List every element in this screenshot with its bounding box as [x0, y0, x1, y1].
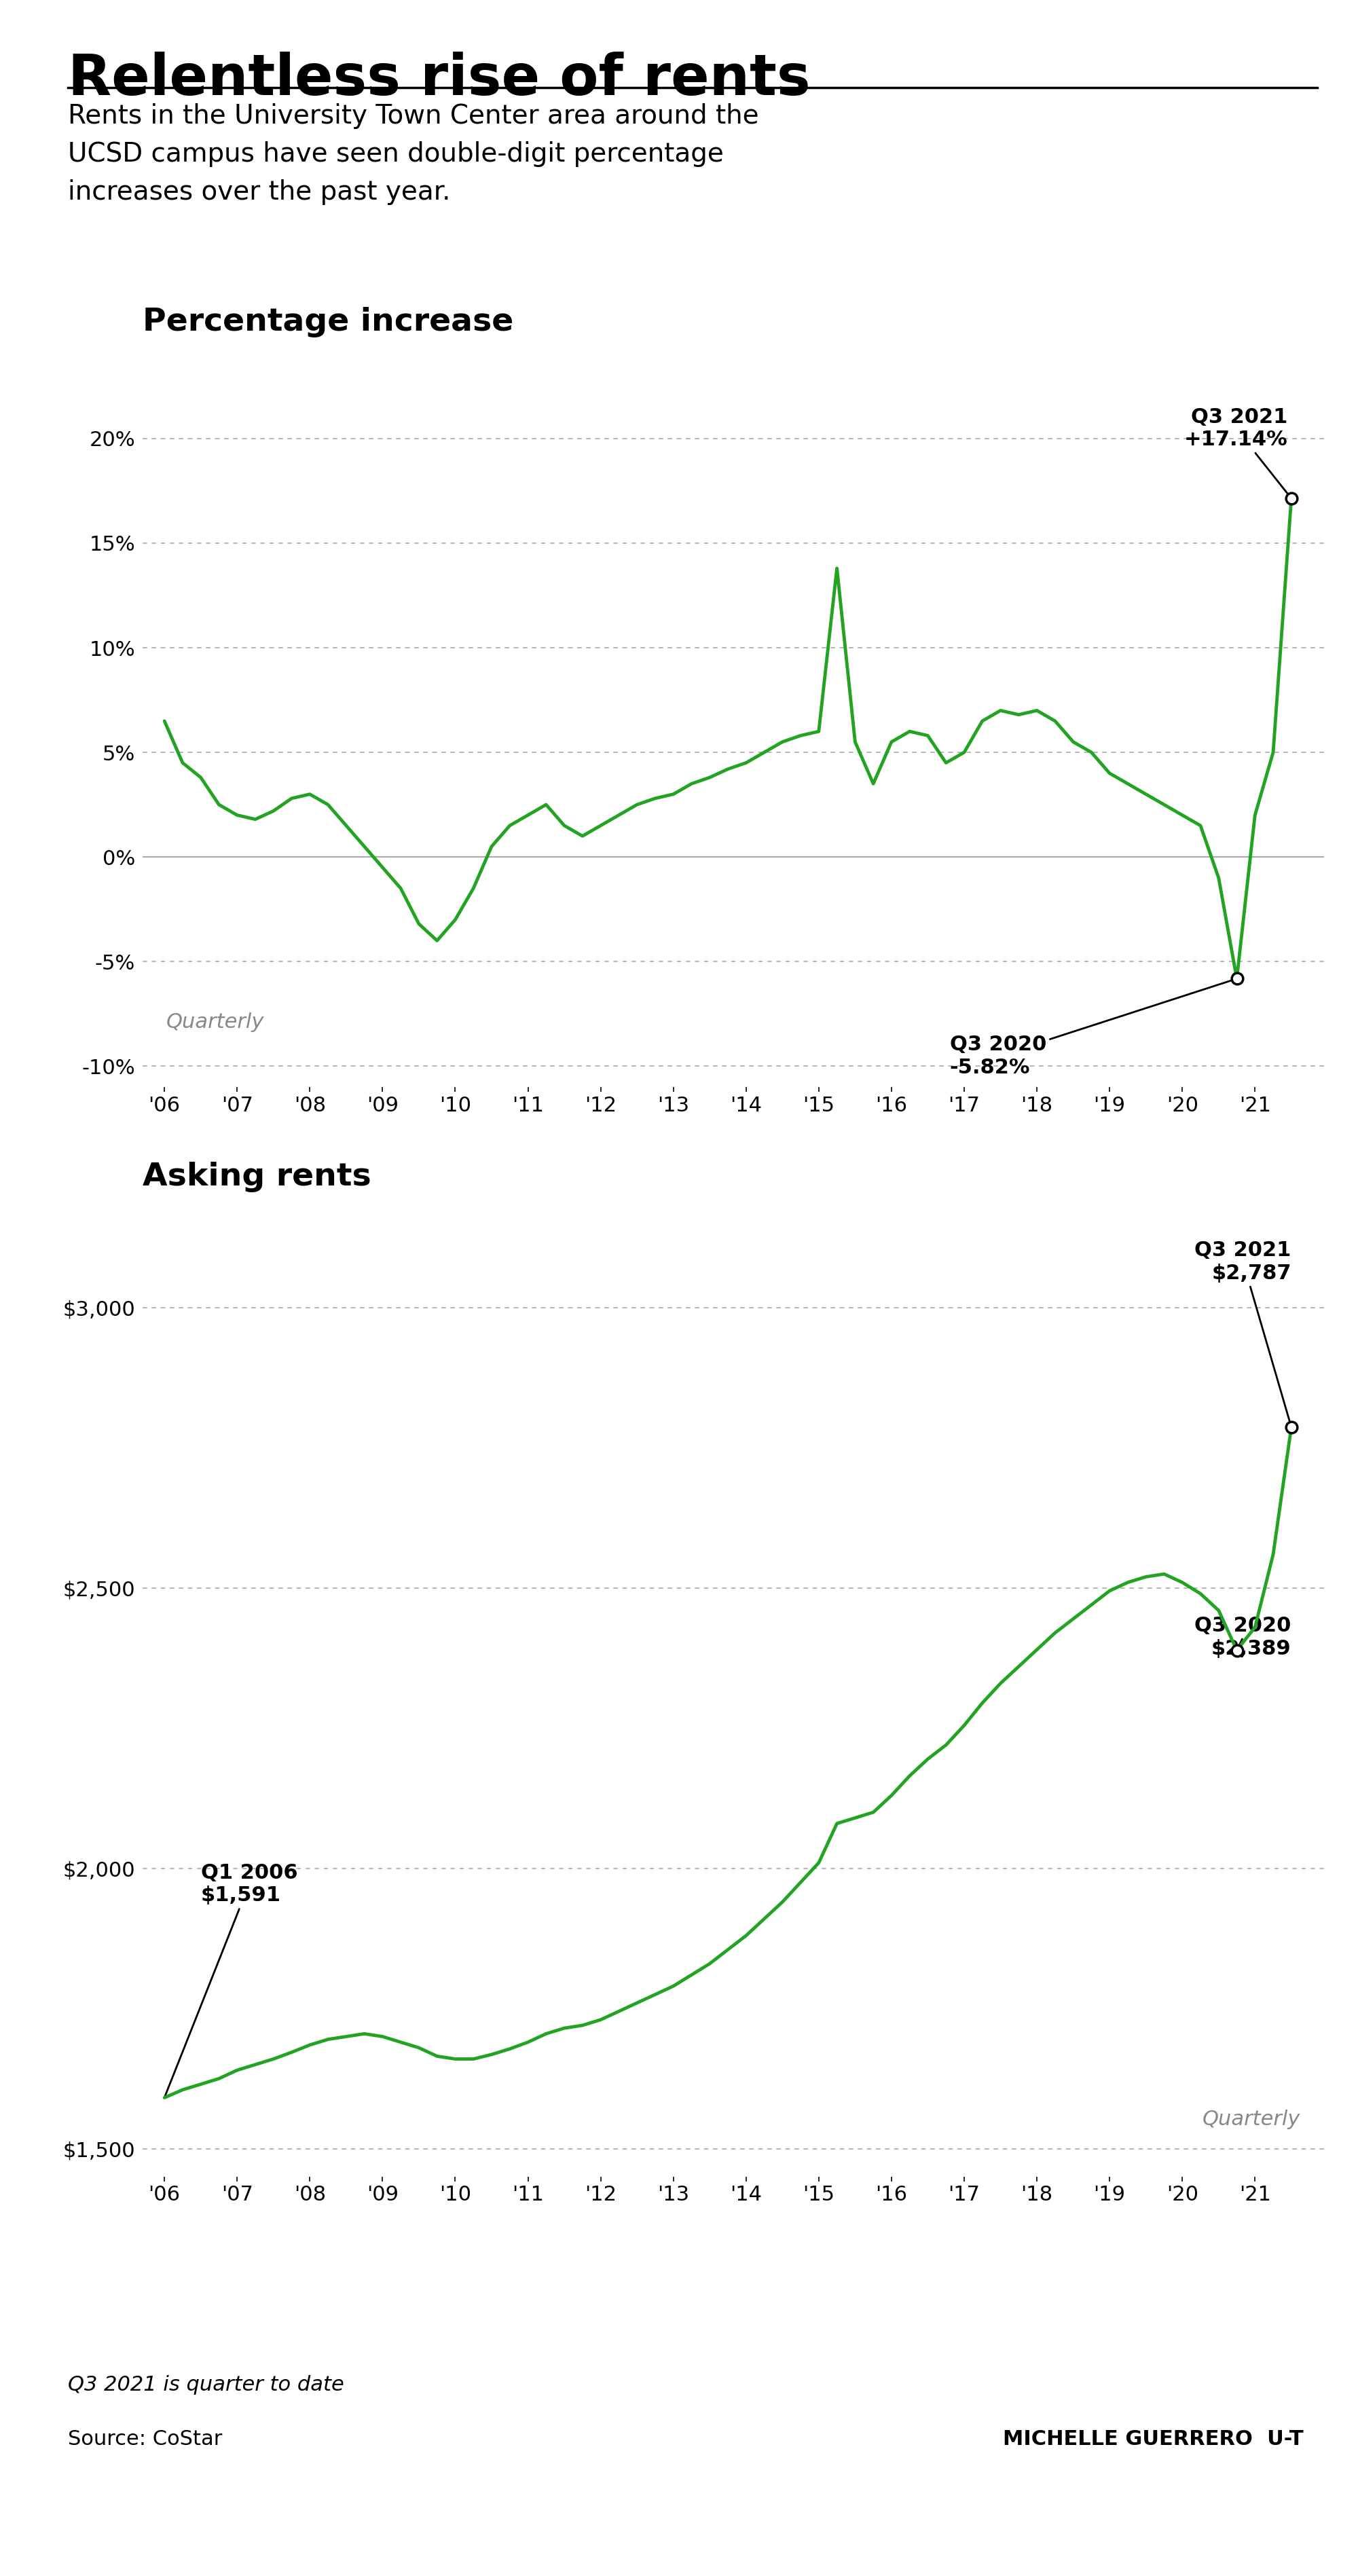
Text: Quarterly: Quarterly	[1202, 2110, 1301, 2128]
Text: Q1 2006
$1,591: Q1 2006 $1,591	[166, 1862, 297, 2097]
Text: Q3 2020
$2,389: Q3 2020 $2,389	[1195, 1615, 1291, 1659]
Text: Rents in the University Town Center area around the
UCSD campus have seen double: Rents in the University Town Center area…	[68, 103, 759, 206]
Text: Q3 2021 is quarter to date: Q3 2021 is quarter to date	[68, 2375, 344, 2396]
Text: MICHELLE GUERRERO  U-T: MICHELLE GUERRERO U-T	[1004, 2429, 1304, 2450]
Text: Source: CoStar: Source: CoStar	[68, 2429, 223, 2450]
Text: Q3 2021
+17.14%: Q3 2021 +17.14%	[1184, 407, 1290, 497]
Text: Q3 2021
$2,787: Q3 2021 $2,787	[1195, 1242, 1291, 1425]
Text: Q3 2020
-5.82%: Q3 2020 -5.82%	[949, 979, 1234, 1077]
Text: Percentage increase: Percentage increase	[143, 307, 513, 337]
Text: Quarterly: Quarterly	[166, 1012, 265, 1033]
Text: Relentless rise of rents: Relentless rise of rents	[68, 52, 811, 106]
Text: Asking rents: Asking rents	[143, 1162, 371, 1193]
